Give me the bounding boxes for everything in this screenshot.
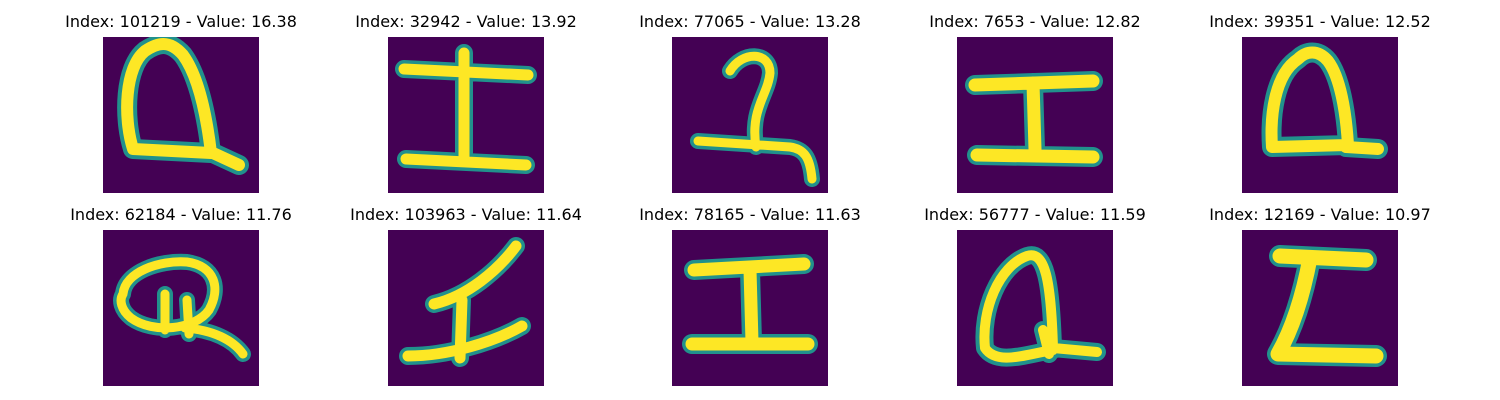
- cell-title: Index: 103963 - Value: 11.64: [350, 205, 582, 224]
- handwritten-glyph-image: [1242, 230, 1398, 386]
- handwritten-glyph-image: [672, 230, 828, 386]
- handwritten-glyph-image: [672, 37, 828, 193]
- handwritten-glyph-image: [1242, 37, 1398, 193]
- cell-title: Index: 77065 - Value: 13.28: [639, 12, 861, 31]
- cell-title: Index: 32942 - Value: 13.92: [355, 12, 577, 31]
- handwritten-glyph-image: [103, 37, 259, 193]
- handwritten-glyph-image: [388, 37, 544, 193]
- cell-title: Index: 12169 - Value: 10.97: [1209, 205, 1431, 224]
- handwritten-glyph-image: [103, 230, 259, 386]
- cell-title: Index: 39351 - Value: 12.52: [1209, 12, 1431, 31]
- handwritten-glyph-image: [957, 37, 1113, 193]
- cell-title: Index: 62184 - Value: 11.76: [70, 205, 292, 224]
- handwritten-glyph-image: [388, 230, 544, 386]
- cell-title: Index: 56777 - Value: 11.59: [924, 205, 1146, 224]
- cell-title: Index: 78165 - Value: 11.63: [639, 205, 861, 224]
- cell-title: Index: 7653 - Value: 12.82: [929, 12, 1141, 31]
- cell-title: Index: 101219 - Value: 16.38: [65, 12, 297, 31]
- handwritten-glyph-image: [957, 230, 1113, 386]
